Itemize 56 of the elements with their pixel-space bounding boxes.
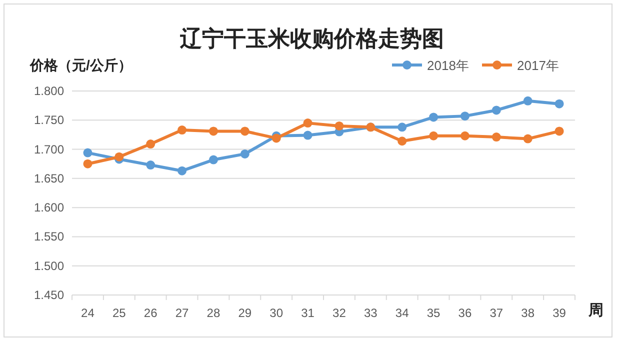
point: [492, 132, 501, 142]
point: [554, 99, 564, 108]
point: [554, 126, 564, 136]
x-tick-label: 37: [490, 306, 504, 320]
y-tick-label: 1.550: [34, 230, 64, 244]
point: [398, 136, 407, 146]
legend-label: 2017年: [517, 58, 559, 73]
point: [178, 126, 187, 135]
point: [240, 149, 250, 158]
point: [303, 130, 312, 140]
point: [178, 166, 187, 176]
x-tick-label: 30: [270, 306, 284, 320]
y-tick-label: 1.750: [34, 113, 64, 128]
point: [240, 126, 250, 136]
x-tick-label: 35: [426, 306, 441, 320]
x-tick-label: 25: [112, 306, 126, 320]
y-tick-label: 1.800: [34, 84, 64, 98]
point: [114, 152, 124, 162]
point: [398, 122, 407, 132]
point: [208, 126, 218, 136]
point: [146, 160, 156, 170]
x-tick-label: 31: [301, 306, 315, 320]
y-tick-label: 1.700: [34, 142, 64, 156]
point: [83, 159, 92, 168]
legend-label: 2018年: [427, 58, 469, 73]
x-tick-label: 36: [458, 306, 472, 320]
point: [460, 131, 470, 140]
x-tick-label: 39: [552, 306, 566, 320]
point: [303, 118, 312, 128]
point: [429, 112, 438, 122]
point: [523, 134, 532, 144]
x-tick-label: 32: [332, 306, 346, 320]
x-tick-label: 26: [144, 306, 158, 320]
x-tick-label: 24: [81, 306, 95, 320]
x-tick-label: 29: [238, 306, 252, 320]
point: [146, 140, 156, 149]
y-tick-label: 1.600: [34, 200, 64, 215]
point: [83, 148, 92, 158]
y-tick-label: 1.500: [34, 258, 64, 273]
x-tick-label: 38: [521, 306, 535, 320]
x-tick-label: 33: [364, 306, 378, 320]
point: [492, 106, 501, 115]
x-tick-label: 34: [395, 306, 410, 320]
y-axis-title: 价格（元/公斤）: [29, 57, 132, 73]
y-tick-label: 1.450: [34, 288, 64, 302]
point: [208, 155, 218, 164]
point: [429, 131, 438, 140]
point: [272, 134, 281, 143]
x-tick-label: 28: [206, 306, 220, 320]
point: [460, 112, 470, 121]
chart-title: 辽宁干玉米收购价格走势图: [179, 26, 444, 51]
point: [523, 96, 532, 106]
y-tick-label: 1.650: [34, 171, 64, 186]
x-tick-label: 27: [175, 306, 190, 320]
point: [334, 121, 344, 130]
x-axis-title: 周: [588, 302, 604, 319]
